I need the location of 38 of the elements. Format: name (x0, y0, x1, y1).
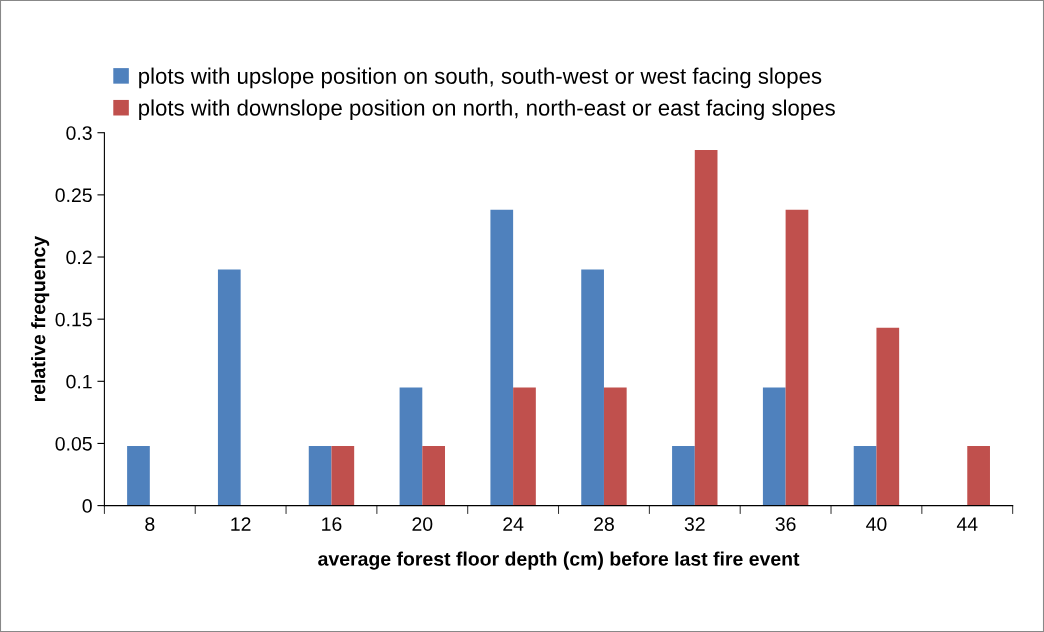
legend-label: plots with upslope position on south, south-west or west facing slopes (139, 67, 822, 89)
x-tick-label: 8 (145, 517, 155, 531)
legend-label: plots with downslope position on north, north-east or east facing slopes (139, 99, 835, 121)
y-axis-title: relative frequency (31, 236, 50, 402)
bar (694, 150, 718, 506)
bar (127, 445, 150, 506)
y-tick-label: 0.1 (66, 374, 92, 389)
bar (672, 445, 695, 506)
bar (762, 387, 786, 506)
bar (217, 269, 241, 506)
bar (785, 209, 809, 506)
bar (876, 327, 900, 506)
y-tick-label: 0.2 (66, 250, 92, 265)
bar (967, 445, 990, 506)
x-tick-label: 20 (412, 517, 433, 531)
bar (603, 387, 627, 506)
x-axis-title: average forest floor depth (cm) before last fire event (318, 551, 800, 570)
x-tick-label: 40 (866, 517, 887, 531)
bar (399, 387, 423, 506)
bar (490, 209, 514, 506)
x-tick-label: 24 (503, 517, 524, 531)
x-tick-label: 32 (684, 517, 705, 531)
bar (331, 445, 355, 506)
y-tick-label: 0.25 (55, 188, 92, 203)
x-tick-label: 44 (956, 517, 978, 531)
x-tick-label: 28 (594, 517, 614, 531)
bar (422, 445, 446, 506)
bar (853, 445, 877, 506)
x-tick-label: 36 (775, 517, 796, 531)
y-tick-label: 0 (82, 499, 92, 513)
y-tick-label: 0.05 (55, 436, 92, 451)
x-tick-label: 16 (322, 517, 342, 531)
bar (513, 387, 536, 506)
y-tick-label: 0.3 (66, 126, 92, 140)
bar (308, 445, 332, 506)
bar (581, 269, 604, 506)
y-tick-label: 0.15 (55, 312, 92, 327)
x-tick-label: 12 (231, 517, 251, 531)
